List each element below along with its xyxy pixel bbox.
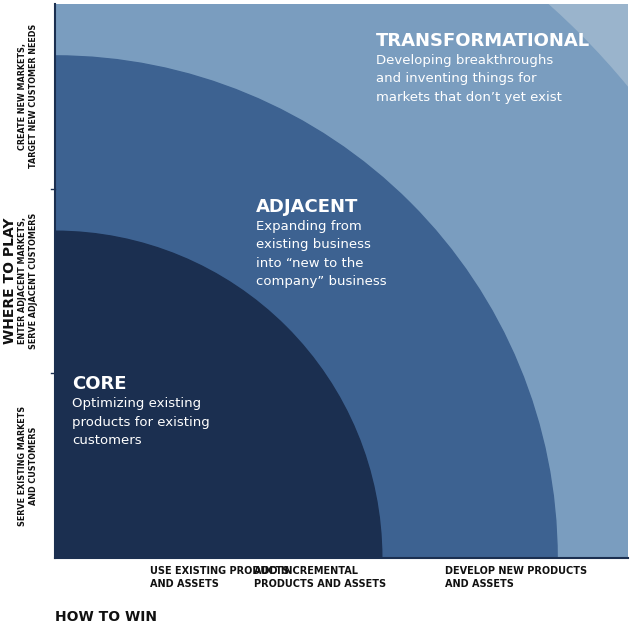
Circle shape [0,231,382,638]
Text: SERVE EXISTING MARKETS
AND CUSTOMERS: SERVE EXISTING MARKETS AND CUSTOMERS [18,406,38,526]
Text: DEVELOP NEW PRODUCTS
AND ASSETS: DEVELOP NEW PRODUCTS AND ASSETS [445,566,587,589]
Text: Optimizing existing
products for existing
customers: Optimizing existing products for existin… [72,397,210,447]
Text: ADJACENT: ADJACENT [255,198,358,216]
Text: HOW TO WIN: HOW TO WIN [55,610,157,624]
Text: Developing breakthroughs
and inventing things for
markets that don’t yet exist: Developing breakthroughs and inventing t… [376,54,562,104]
Text: CREATE NEW MARKETS,
TARGET NEW CUSTOMER NEEDS: CREATE NEW MARKETS, TARGET NEW CUSTOMER … [18,24,38,168]
Text: WHERE TO PLAY: WHERE TO PLAY [3,218,17,345]
Text: ENTER ADJACENT MARKETS,
SERVE ADJACENT CUSTOMERS: ENTER ADJACENT MARKETS, SERVE ADJACENT C… [18,213,38,349]
Text: Expanding from
existing business
into “new to the
company” business: Expanding from existing business into “n… [255,220,386,288]
Circle shape [0,56,557,638]
Text: ADD INCREMENTAL
PRODUCTS AND ASSETS: ADD INCREMENTAL PRODUCTS AND ASSETS [254,566,386,589]
Text: TRANSFORMATIONAL: TRANSFORMATIONAL [376,32,590,50]
Bar [55,4,628,558]
Text: USE EXISTING PRODUCTS
AND ASSETS: USE EXISTING PRODUCTS AND ASSETS [150,566,290,589]
Text: CORE: CORE [72,375,126,393]
